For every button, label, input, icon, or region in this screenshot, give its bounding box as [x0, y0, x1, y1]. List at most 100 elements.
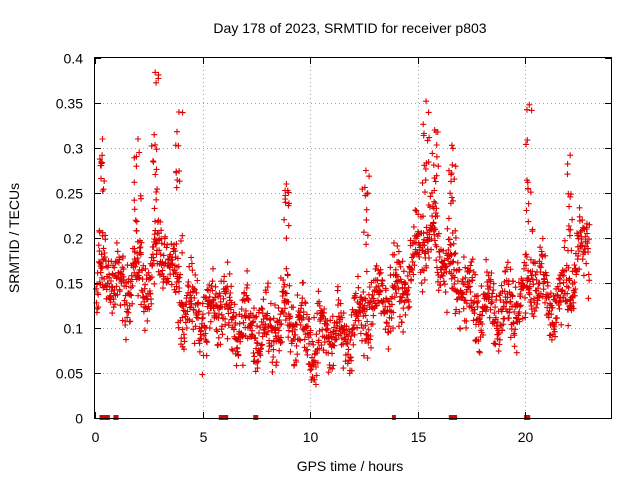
data-point	[340, 365, 347, 372]
data-point	[456, 308, 463, 315]
data-point	[246, 314, 253, 321]
data-point	[392, 266, 399, 273]
data-point	[148, 143, 155, 149]
data-point	[309, 354, 315, 361]
data-point	[116, 288, 123, 295]
data-point	[463, 324, 470, 331]
data-point	[515, 279, 522, 286]
data-point	[233, 313, 239, 319]
data-point	[116, 256, 123, 263]
data-point	[526, 291, 533, 298]
data-point	[351, 331, 358, 338]
data-point	[388, 315, 395, 322]
data-point	[517, 293, 524, 300]
data-point	[199, 371, 206, 378]
data-point	[370, 312, 377, 319]
data-point	[141, 327, 148, 334]
data-point	[188, 300, 195, 307]
data-point	[189, 267, 196, 274]
data-point	[525, 200, 532, 207]
data-point	[422, 166, 429, 172]
data-point	[111, 286, 118, 293]
data-point	[238, 306, 245, 313]
data-point	[492, 314, 499, 321]
data-point	[99, 159, 105, 166]
data-point	[405, 304, 412, 311]
data-point	[244, 267, 251, 274]
data-gap-marker	[526, 415, 531, 420]
data-point	[542, 269, 549, 276]
data-point	[484, 269, 490, 276]
data-point	[474, 303, 481, 310]
data-point	[435, 230, 442, 237]
data-point	[504, 294, 511, 301]
data-point	[524, 177, 530, 184]
data-point	[266, 317, 273, 323]
data-point	[563, 262, 570, 269]
data-point	[196, 308, 203, 315]
data-point	[190, 306, 197, 313]
data-point	[138, 195, 144, 202]
data-point	[205, 310, 212, 317]
data-point	[553, 319, 560, 326]
data-point	[421, 130, 427, 137]
data-point	[399, 258, 406, 265]
data-point	[254, 365, 261, 372]
data-point	[320, 347, 327, 353]
data-point	[490, 287, 497, 293]
data-point	[179, 326, 186, 333]
data-point	[364, 355, 371, 361]
data-point	[124, 306, 131, 313]
data-point	[284, 272, 291, 279]
data-point	[395, 277, 401, 284]
data-point	[566, 232, 573, 239]
data-point	[308, 366, 315, 373]
data-point	[440, 247, 447, 254]
data-point	[306, 340, 312, 347]
data-point	[379, 282, 386, 289]
data-point	[543, 272, 550, 279]
data-point	[304, 351, 311, 358]
data-point	[151, 280, 158, 287]
data-point	[233, 362, 240, 369]
data-point	[177, 317, 184, 324]
data-point	[355, 317, 362, 324]
data-point	[364, 332, 371, 338]
data-point	[512, 284, 519, 291]
data-point	[583, 260, 590, 267]
data-point	[398, 319, 405, 326]
data-point	[304, 346, 311, 353]
data-point	[294, 292, 301, 299]
data-point	[251, 305, 257, 312]
data-point	[131, 197, 138, 204]
data-point	[467, 288, 474, 295]
data-point	[441, 281, 448, 288]
data-point	[113, 239, 120, 246]
data-point	[546, 294, 553, 300]
data-point	[260, 316, 267, 323]
data-point	[419, 179, 426, 186]
data-point	[510, 320, 517, 327]
data-point	[432, 200, 439, 207]
data-point	[337, 330, 344, 337]
data-point	[448, 142, 455, 149]
data-point	[566, 277, 573, 284]
data-point	[422, 189, 428, 196]
data-point	[585, 236, 592, 243]
data-point	[100, 186, 107, 193]
data-point	[275, 304, 282, 311]
data-point	[144, 317, 151, 324]
data-point	[95, 291, 102, 298]
data-point	[422, 177, 429, 184]
data-point	[181, 338, 188, 345]
data-point	[410, 271, 417, 278]
data-point	[409, 266, 416, 273]
data-gap-marker	[224, 415, 229, 420]
data-point	[303, 347, 309, 354]
data-point	[99, 229, 106, 236]
data-point	[361, 302, 368, 309]
data-point	[552, 333, 558, 340]
data-point	[209, 287, 216, 294]
data-point	[440, 273, 446, 279]
data-point	[306, 316, 313, 322]
